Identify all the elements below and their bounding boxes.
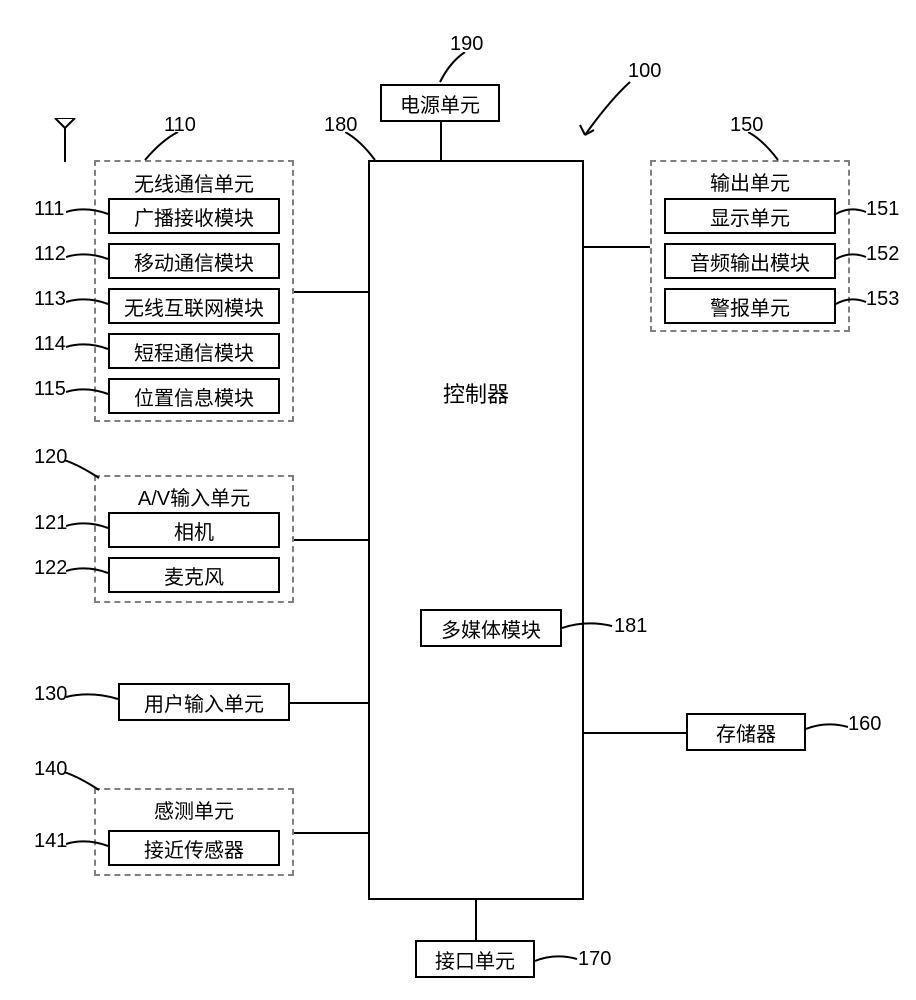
interface-box: 接口单元 <box>415 940 535 978</box>
ref-153: 153 <box>866 288 899 311</box>
camera-label: 相机 <box>174 516 214 545</box>
antenna-icon <box>50 118 80 162</box>
ref-170: 170 <box>578 948 611 971</box>
connector-power-ctrl <box>440 122 442 160</box>
connector-userinput-ctrl <box>290 702 368 704</box>
leader-180 <box>345 132 385 162</box>
leader-120 <box>64 460 104 480</box>
ref-114: 114 <box>34 333 66 356</box>
leader-152 <box>836 253 868 265</box>
audio-output-label: 音频输出模块 <box>690 247 810 276</box>
leader-111 <box>66 208 110 220</box>
memory-label: 存储器 <box>716 718 776 747</box>
ref-121: 121 <box>34 512 67 535</box>
wireless-internet-box: 无线互联网模块 <box>108 288 280 324</box>
leader-114 <box>66 343 110 355</box>
mobile-comm-label: 移动通信模块 <box>134 247 254 276</box>
ref-113: 113 <box>34 288 66 311</box>
connector-wireless-ctrl <box>294 291 368 293</box>
memory-box: 存储器 <box>686 713 806 751</box>
connector-ctrl-memory <box>584 732 686 734</box>
leader-153 <box>836 298 868 310</box>
controller-box: 控制器 <box>368 160 584 900</box>
short-range-box: 短程通信模块 <box>108 333 280 369</box>
ref-160: 160 <box>848 713 881 736</box>
leader-151 <box>836 208 868 220</box>
location-label: 位置信息模块 <box>134 382 254 411</box>
connector-ctrl-output <box>584 246 650 248</box>
user-input-label: 用户输入单元 <box>144 688 264 717</box>
leader-170 <box>535 955 579 967</box>
leader-100-arrow <box>570 80 640 150</box>
leader-150 <box>748 132 788 162</box>
audio-output-box: 音频输出模块 <box>664 243 836 279</box>
microphone-box: 麦克风 <box>108 557 280 593</box>
power-unit-label: 电源单元 <box>400 89 480 118</box>
power-unit-box: 电源单元 <box>380 84 500 122</box>
leader-112 <box>66 253 110 265</box>
leader-121 <box>66 522 110 534</box>
ref-151: 151 <box>866 198 899 221</box>
wireless-internet-label: 无线互联网模块 <box>124 292 264 321</box>
controller-label: 控制器 <box>370 377 582 409</box>
wireless-unit-title: 无线通信单元 <box>96 168 292 197</box>
connector-ctrl-interface <box>475 900 477 940</box>
ref-122: 122 <box>34 557 67 580</box>
multimedia-label: 多媒体模块 <box>441 614 541 643</box>
proximity-box: 接近传感器 <box>108 830 280 866</box>
ref-152: 152 <box>866 243 899 266</box>
ref-115: 115 <box>34 378 66 401</box>
short-range-label: 短程通信模块 <box>134 337 254 366</box>
connector-av-ctrl <box>294 539 368 541</box>
av-unit-title: A/V输入单元 <box>96 482 292 511</box>
alarm-label: 警报单元 <box>710 292 790 321</box>
sensing-unit-title: 感测单元 <box>96 795 292 824</box>
leader-122 <box>66 567 110 579</box>
multimedia-box: 多媒体模块 <box>420 609 562 647</box>
mobile-comm-box: 移动通信模块 <box>108 243 280 279</box>
leader-115 <box>66 388 110 400</box>
leader-190 <box>430 52 480 87</box>
microphone-label: 麦克风 <box>164 561 224 590</box>
interface-label: 接口单元 <box>435 945 515 974</box>
ref-120: 120 <box>34 446 67 469</box>
leader-160 <box>806 723 850 735</box>
broadcast-box: 广播接收模块 <box>108 198 280 234</box>
ref-141: 141 <box>34 830 67 853</box>
broadcast-label: 广播接收模块 <box>134 202 254 231</box>
ref-130: 130 <box>34 683 67 706</box>
connector-sensing-ctrl <box>294 832 368 834</box>
ref-112: 112 <box>34 243 66 266</box>
location-box: 位置信息模块 <box>108 378 280 414</box>
leader-110 <box>140 132 180 162</box>
ref-181: 181 <box>614 615 647 638</box>
leader-141 <box>66 840 110 852</box>
output-unit-title: 输出单元 <box>652 167 848 196</box>
ref-111: 111 <box>34 198 64 221</box>
leader-140 <box>64 772 104 792</box>
ref-140: 140 <box>34 758 67 781</box>
display-label: 显示单元 <box>710 202 790 231</box>
display-box: 显示单元 <box>664 198 836 234</box>
user-input-box: 用户输入单元 <box>118 683 290 721</box>
leader-181 <box>562 622 614 634</box>
leader-130 <box>66 693 120 705</box>
camera-box: 相机 <box>108 512 280 548</box>
alarm-box: 警报单元 <box>664 288 836 324</box>
proximity-label: 接近传感器 <box>144 834 244 863</box>
leader-113 <box>66 298 110 310</box>
